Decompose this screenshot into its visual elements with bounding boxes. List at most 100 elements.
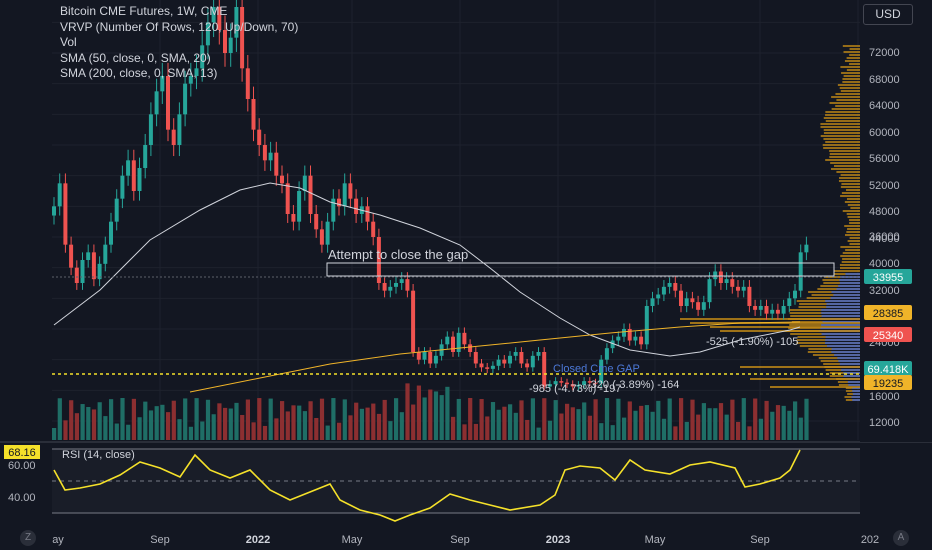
volume-bar — [348, 415, 352, 440]
volume-bar — [759, 419, 763, 440]
volume-bar — [103, 416, 107, 440]
indicator-vrvp[interactable]: VRVP (Number Of Rows, 120, Up/Down, 70) — [60, 20, 298, 36]
price-tick: 72000 — [869, 47, 900, 59]
profile-bar — [842, 192, 860, 194]
rsi-pane: RSI (14, close) 68.1660.00 40.00 — [0, 442, 932, 521]
profile-bar — [844, 75, 860, 77]
volume-bar — [594, 399, 598, 440]
candle-body — [280, 176, 284, 184]
rsi-value-text: 68.16 — [8, 447, 36, 459]
volume-bar — [633, 411, 637, 440]
candle-body — [713, 272, 717, 280]
volume-bar — [377, 414, 381, 440]
profile-bar — [843, 252, 860, 254]
volume-bar — [86, 407, 90, 440]
price-tick: 64000 — [869, 100, 900, 112]
indicator-sma200[interactable]: SMA (200, close, 0, SMA, 13) — [60, 66, 298, 82]
volume-bar — [417, 386, 421, 440]
volume-bar — [115, 424, 119, 440]
volume-bar — [651, 412, 655, 440]
price-tick: 32000 — [869, 285, 900, 297]
profile-bar — [829, 150, 860, 152]
candle-body — [497, 360, 501, 366]
volume-bar — [451, 417, 455, 440]
candle-body — [257, 130, 261, 145]
profile-bar — [840, 282, 860, 284]
volume-bar — [75, 413, 79, 440]
currency-button[interactable]: USD — [863, 4, 913, 25]
candle-body — [343, 183, 347, 206]
volume-bar — [736, 422, 740, 440]
volume-bar — [656, 401, 660, 440]
candle-body — [662, 287, 666, 295]
profile-bar — [852, 399, 860, 401]
profile-bar — [822, 315, 860, 317]
candle-body — [770, 310, 774, 314]
volume-bar — [668, 399, 672, 440]
candle-body — [69, 245, 73, 268]
volume-bar — [685, 422, 689, 440]
profile-bar — [840, 195, 860, 197]
profile-bar — [853, 393, 860, 395]
candle-body — [132, 160, 136, 191]
candle-body — [765, 306, 769, 314]
candle-body — [314, 214, 318, 229]
volume-bar — [166, 412, 170, 440]
candle-body — [348, 183, 352, 198]
volume-bar — [747, 426, 751, 440]
candle-body — [525, 364, 529, 368]
timezone-icon[interactable]: Z — [20, 530, 36, 546]
volume-bar — [337, 423, 341, 440]
price-axis: 7200068000640006000056000520004800044000… — [860, 0, 932, 442]
indicator-vol[interactable]: Vol — [60, 35, 298, 51]
volume-bar — [793, 401, 797, 440]
time-tick: 2022 — [246, 534, 270, 546]
profile-bar — [710, 326, 860, 328]
rsi-legend: RSI (14, close) — [62, 449, 135, 461]
candle-body — [639, 337, 643, 345]
volume-bar — [713, 408, 717, 440]
volume-bar — [582, 402, 586, 440]
candle-body — [320, 229, 324, 244]
volume-bar — [462, 424, 466, 440]
profile-bar — [841, 369, 860, 371]
moving-averages — [54, 183, 800, 392]
profile-bar — [840, 267, 860, 269]
volume-bar — [263, 426, 267, 440]
volume-bar — [120, 398, 124, 440]
candle-body — [451, 337, 455, 352]
volume-bar — [480, 399, 484, 440]
volume-bar — [234, 403, 238, 440]
candle-body — [326, 222, 330, 245]
profile-bar — [837, 288, 860, 290]
candle-body — [411, 291, 415, 352]
profile-bar — [841, 174, 860, 176]
volume-bar — [280, 401, 284, 440]
volume-bar — [474, 424, 478, 440]
candle-body — [793, 291, 797, 299]
volume-bar — [787, 411, 791, 440]
profile-bar — [849, 219, 860, 221]
volume-bar — [229, 409, 233, 440]
profile-bar — [826, 336, 860, 338]
volume-bar — [217, 403, 221, 440]
profile-bar — [824, 129, 860, 131]
candle-body — [605, 348, 609, 360]
auto-scale-icon[interactable]: A — [893, 530, 909, 546]
volume-bar — [394, 398, 398, 440]
symbol-title[interactable]: Bitcoin CME Futures, 1W, CME — [60, 4, 298, 20]
time-tick: Sep — [450, 534, 470, 546]
candle-body — [303, 176, 307, 191]
indicator-sma50[interactable]: SMA (50, close, 0, SMA, 20) — [60, 51, 298, 67]
profile-bar — [844, 225, 860, 227]
price-tick: 12000 — [869, 417, 900, 429]
volume-bar — [303, 411, 307, 440]
chart-canvas[interactable]: Attempt to close the gapClosed Cme GAP-9… — [0, 0, 932, 550]
candle-body — [651, 298, 655, 306]
profile-bar — [849, 63, 860, 65]
volume-bar — [588, 416, 592, 440]
candle-body — [519, 352, 523, 364]
closed-gap-label: Closed Cme GAP — [553, 363, 640, 375]
profile-bar — [843, 375, 860, 377]
candle-body — [428, 352, 432, 364]
